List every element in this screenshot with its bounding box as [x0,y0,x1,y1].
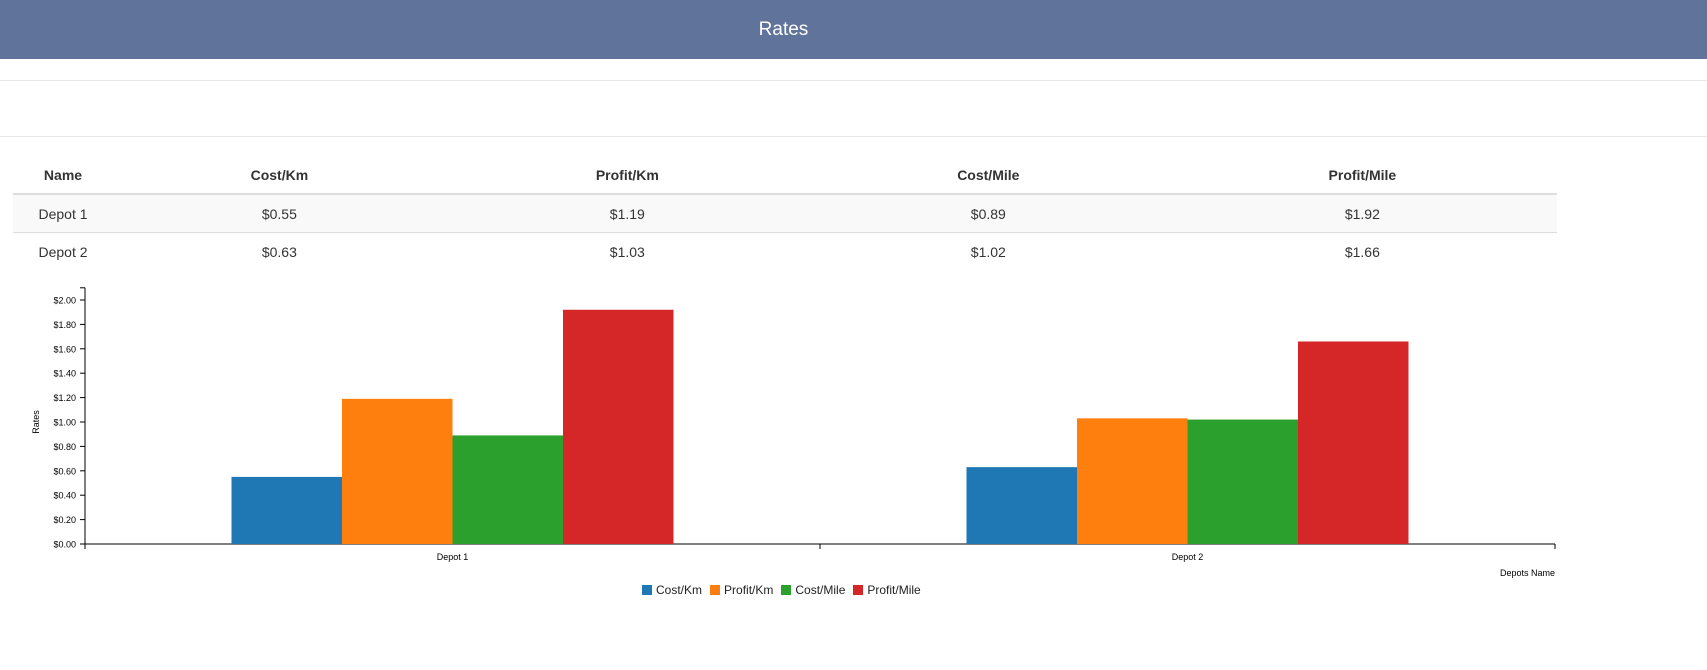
cell: $0.89 [808,194,1168,233]
page-header: Rates [0,0,1707,59]
bar [452,435,563,544]
rates-table: Name Cost/Km Profit/Km Cost/Mile Profit/… [13,157,1557,270]
divider [0,80,1707,81]
bar [342,398,453,544]
x-axis-label: Depots Name [1500,568,1555,578]
divider [0,136,1707,137]
legend-item: Cost/Mile [781,583,845,597]
bar [966,467,1077,544]
legend-swatch [642,585,652,595]
y-tick-label: $0.40 [53,491,76,501]
column-header: Profit/Mile [1167,157,1557,195]
column-header: Cost/Km [113,157,446,195]
y-axis-label: Rates [31,410,41,434]
y-tick-label: $0.20 [53,515,76,525]
legend-label: Cost/Km [656,583,703,597]
legend-item: Profit/Km [710,583,773,597]
cell: $0.63 [261,243,297,260]
bar [1077,418,1188,544]
cell: Depot 1 [13,194,113,233]
y-tick-label: $1.40 [53,369,76,379]
legend-swatch [781,585,792,595]
legend-swatch [853,585,864,595]
cell: $0.55 [113,194,446,233]
y-tick-label: $0.80 [53,442,76,452]
cell: Depot 2 [38,243,88,260]
column-header: Name [13,157,113,195]
cell: $1.66 [1344,243,1380,260]
cell: $1.19 [445,194,809,233]
bar [231,476,342,544]
cell: $1.02 [970,243,1006,260]
y-tick-label: $1.00 [53,418,76,428]
table-row: Depot 1 $0.55 $1.19 $0.89 $1.92 [13,194,1557,233]
bar [1298,341,1409,544]
legend-item: Cost/Km [642,583,702,597]
table-header-row: Name Cost/Km Profit/Km Cost/Mile Profit/… [13,157,1557,195]
legend-label: Profit/Mile [867,583,921,597]
cell: $1.92 [1167,194,1557,233]
bar-chart: $0.00 $0.20 $0.40 $0.60 $0.80 $1.00 $1.20 $1.40… [31,287,1556,578]
column-header: Cost/Mile [808,157,1168,195]
y-tick-label: $2.00 [53,296,76,306]
x-tick-label: Depot 2 [1172,552,1204,562]
column-header: Profit/Km [445,157,809,195]
x-tick-label: Depot 1 [437,552,469,562]
y-tick-label: $0.60 [53,466,76,476]
legend-label: Profit/Km [724,583,774,597]
bar [1187,419,1298,544]
cell: $1.03 [609,243,645,260]
y-tick-label: $1.80 [53,320,76,330]
y-tick-label: $1.20 [53,393,76,403]
bar [563,309,674,544]
legend-swatch [710,585,721,595]
legend-label: Cost/Mile [795,583,846,597]
chart-legend: Cost/Km Profit/Km Cost/Mile Profit/Mile [642,583,929,597]
y-tick-label: $1.60 [53,344,76,354]
page-title: Rates [758,18,809,40]
legend-item: Profit/Mile [853,583,921,597]
y-tick-label: $0.00 [53,540,76,550]
table-row: Depot 2 $0.63 $1.03 $1.02 $1.66 [13,233,1557,271]
